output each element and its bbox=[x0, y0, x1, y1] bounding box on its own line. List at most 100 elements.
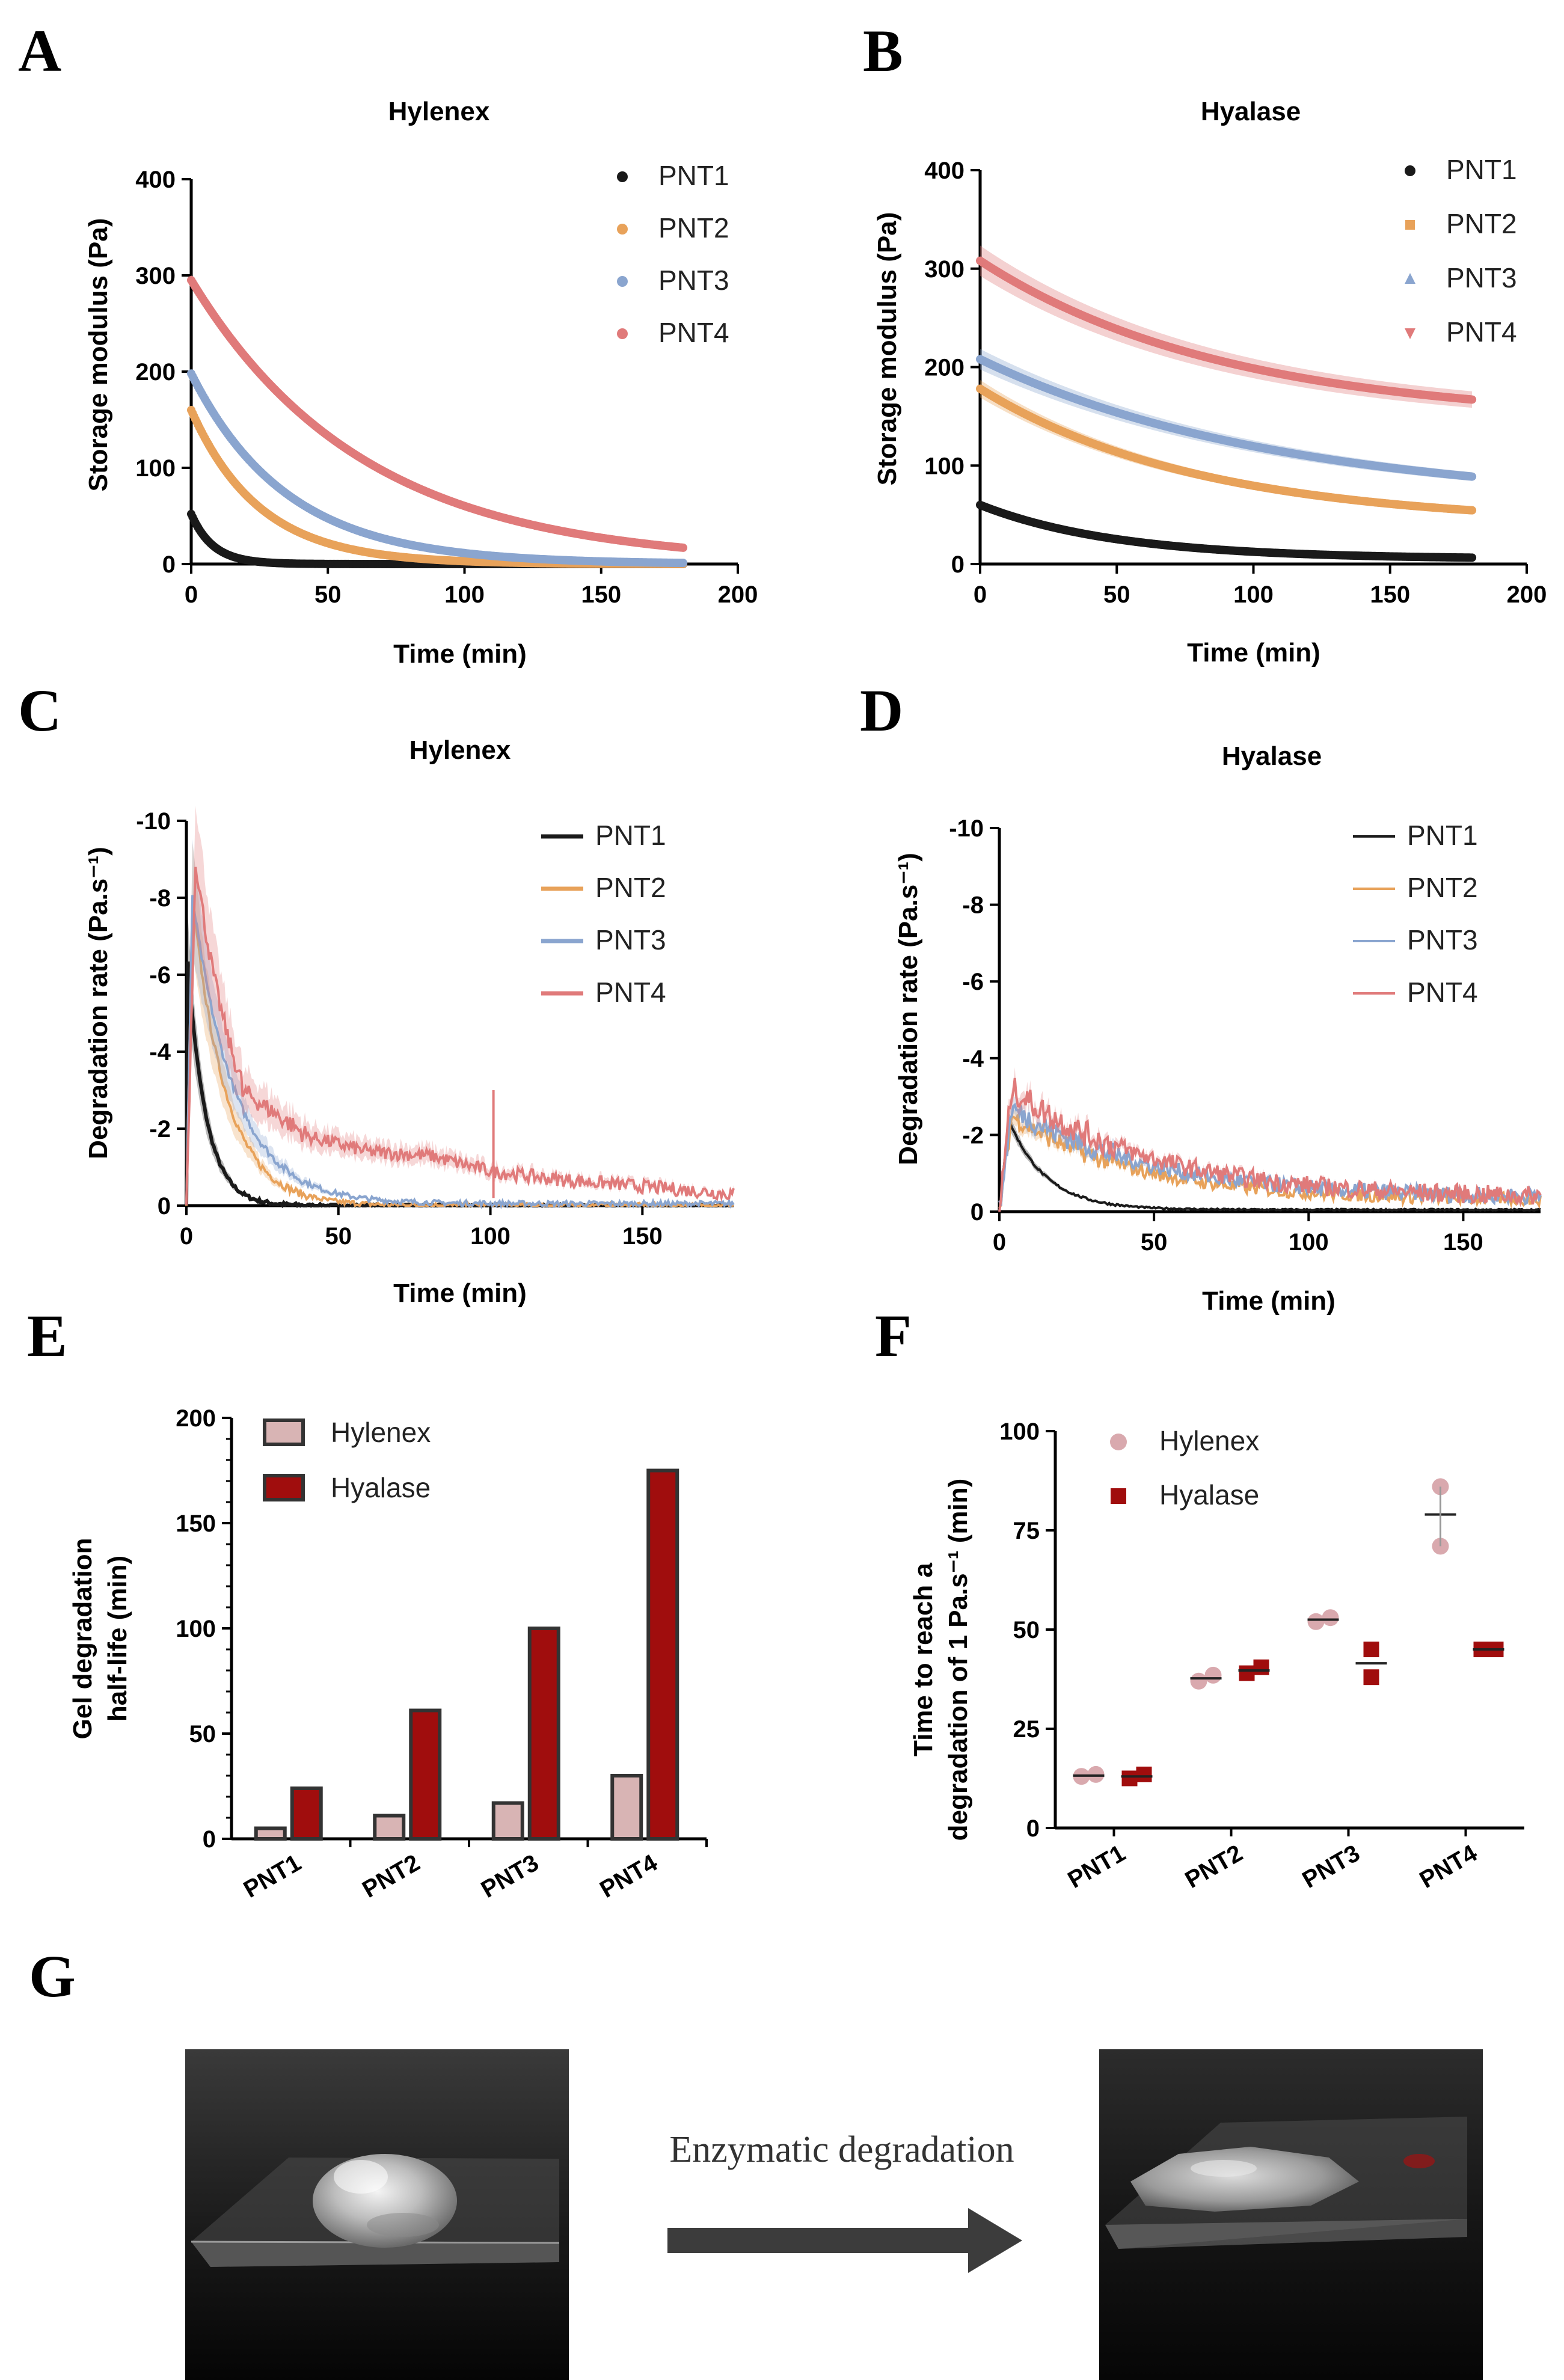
y-tick-label: 200 bbox=[176, 1405, 216, 1432]
legend-label-pnt2: PNT2 bbox=[1446, 208, 1517, 239]
legend-label-pnt1: PNT1 bbox=[595, 820, 666, 851]
dot-hylenex-pnt3 bbox=[1307, 1613, 1325, 1630]
square-hyalase-pnt1 bbox=[1121, 1770, 1138, 1787]
x-tick-label: 50 bbox=[1103, 581, 1130, 608]
square-hyalase-pnt3 bbox=[1363, 1642, 1379, 1657]
chart-c-ylabel: Degradation rate (Pa.s⁻¹) bbox=[84, 847, 113, 1159]
x-tick-label: 0 bbox=[185, 581, 198, 608]
chart-f-ylabel-line1: Time to reach a bbox=[909, 1562, 938, 1756]
dot-hylenex-pnt3 bbox=[1322, 1609, 1339, 1627]
panel-g-caption: Enzymatic degradation bbox=[669, 2129, 1014, 2170]
series-error-band bbox=[191, 369, 684, 563]
chart-d-xlabel: Time (min) bbox=[1202, 1286, 1336, 1316]
x-tick-label: 0 bbox=[993, 1229, 1006, 1256]
legend-label-hyalase: Hyalase bbox=[1159, 1479, 1259, 1511]
y-tick-label: 25 bbox=[1013, 1716, 1040, 1743]
x-tick-label: 0 bbox=[974, 581, 987, 608]
bar-hylenex-pnt3 bbox=[491, 1801, 524, 1841]
legend-label-pnt3: PNT3 bbox=[1407, 924, 1478, 955]
legend-marker-pnt2 bbox=[617, 224, 628, 235]
y-tick-label: -10 bbox=[136, 808, 171, 835]
bar-hyalase-pnt4 bbox=[646, 1468, 679, 1841]
chart-e-ylabel-line2: half-life (min) bbox=[103, 1556, 132, 1722]
legend-label-pnt3: PNT3 bbox=[1446, 262, 1517, 293]
chart-a-xlabel: Time (min) bbox=[393, 639, 527, 669]
square-hyalase-pnt3 bbox=[1363, 1669, 1379, 1685]
panel-label-b: B bbox=[863, 17, 903, 84]
legend-label-pnt1: PNT1 bbox=[1407, 820, 1478, 851]
x-tick-label: 50 bbox=[314, 581, 342, 608]
x-tick-label: 200 bbox=[1507, 581, 1547, 608]
x-tick-label: 100 bbox=[444, 581, 485, 608]
chart-c: Hylenex Degradation rate (Pa.s⁻¹) Time (… bbox=[84, 735, 735, 1308]
degradation-arrow bbox=[667, 2208, 1022, 2273]
series-line bbox=[998, 1078, 1542, 1212]
x-tick-label: 0 bbox=[180, 1223, 193, 1250]
y-tick-label: 50 bbox=[1013, 1617, 1040, 1643]
y-tick-label: 0 bbox=[203, 1826, 216, 1853]
y-tick-label: 100 bbox=[176, 1616, 216, 1642]
legend-marker-pnt3 bbox=[617, 276, 628, 287]
data-point bbox=[1468, 395, 1477, 404]
x-tick-label: PNT3 bbox=[1298, 1840, 1364, 1894]
y-tick-label: 400 bbox=[924, 158, 964, 184]
legend-marker-hyalase bbox=[263, 1474, 305, 1501]
chart-e-ylabel-line1: Gel degradation bbox=[68, 1538, 97, 1740]
chart-d: Hyalase Degradation rate (Pa.s⁻¹) Time (… bbox=[894, 741, 1542, 1316]
series-pnt2 bbox=[187, 406, 688, 568]
x-tick-label: 100 bbox=[470, 1223, 511, 1250]
series-pnt4 bbox=[185, 806, 735, 1206]
legend-label-pnt4: PNT4 bbox=[595, 977, 666, 1008]
x-tick-label: PNT1 bbox=[1063, 1840, 1130, 1894]
data-point bbox=[679, 559, 688, 568]
series-pnt3 bbox=[185, 839, 735, 1210]
y-tick-label: 75 bbox=[1013, 1518, 1040, 1544]
series-line bbox=[185, 866, 735, 1206]
x-tick-label: 150 bbox=[1370, 581, 1410, 608]
series-pnt4 bbox=[187, 274, 688, 552]
chart-f: Time to reach a degradation of 1 Pa.s⁻¹ … bbox=[909, 1418, 1524, 1894]
data-point bbox=[1468, 506, 1477, 515]
y-tick-label: 0 bbox=[971, 1199, 984, 1225]
data-point bbox=[1468, 553, 1477, 562]
y-tick-label: -2 bbox=[962, 1122, 984, 1149]
series-pnt1 bbox=[998, 1112, 1541, 1212]
y-tick-label: 200 bbox=[135, 359, 176, 385]
y-tick-label: -4 bbox=[962, 1046, 984, 1072]
series-line bbox=[998, 1115, 1541, 1212]
x-tick-label: PNT2 bbox=[1180, 1840, 1247, 1894]
legend-label-pnt2: PNT2 bbox=[1407, 872, 1478, 903]
chart-a: Hylenex Storage modulus (Pa) Time (min) … bbox=[84, 97, 758, 669]
legend-marker-hylenex bbox=[263, 1418, 305, 1446]
chart-c-xlabel: Time (min) bbox=[393, 1278, 527, 1308]
x-tick-label: 150 bbox=[622, 1223, 663, 1250]
chart-f-ylabel-line2: degradation of 1 Pa.s⁻¹ (min) bbox=[943, 1479, 973, 1841]
chart-a-title: Hylenex bbox=[388, 97, 490, 126]
panel-label-f: F bbox=[875, 1302, 912, 1369]
legend-label-pnt3: PNT3 bbox=[658, 265, 729, 296]
chart-d-title: Hyalase bbox=[1222, 741, 1322, 771]
chart-e: Gel degradation half-life (min) 0 50 100 15… bbox=[68, 1405, 708, 1903]
x-tick-label: 150 bbox=[1443, 1229, 1483, 1256]
legend-label-pnt4: PNT4 bbox=[1407, 977, 1478, 1008]
legend-label-hylenex: Hylenex bbox=[1159, 1425, 1259, 1456]
legend-label-hylenex: Hylenex bbox=[331, 1417, 431, 1448]
y-tick-label: -6 bbox=[962, 969, 984, 995]
legend-marker-pnt2 bbox=[1405, 220, 1415, 230]
square-hyalase-pnt2 bbox=[1253, 1659, 1269, 1675]
legend-marker-pnt1 bbox=[1405, 165, 1415, 176]
y-tick-label: 300 bbox=[924, 256, 964, 283]
y-tick-label: 100 bbox=[135, 455, 176, 482]
x-tick-label: PNT1 bbox=[239, 1850, 306, 1903]
x-tick-label: 150 bbox=[581, 581, 621, 608]
y-tick-label: 0 bbox=[951, 551, 964, 578]
dot-hylenex-pnt2 bbox=[1190, 1672, 1207, 1690]
x-tick-label: 200 bbox=[718, 581, 758, 608]
x-tick-label: PNT4 bbox=[595, 1849, 662, 1903]
y-tick-label: 100 bbox=[924, 453, 964, 479]
bar-hylenex-pnt2 bbox=[373, 1814, 406, 1841]
y-tick-label: 200 bbox=[924, 355, 964, 381]
y-tick-label: -10 bbox=[949, 815, 984, 842]
square-hyalase-pnt1 bbox=[1136, 1766, 1152, 1782]
y-tick-label: -8 bbox=[962, 892, 984, 919]
